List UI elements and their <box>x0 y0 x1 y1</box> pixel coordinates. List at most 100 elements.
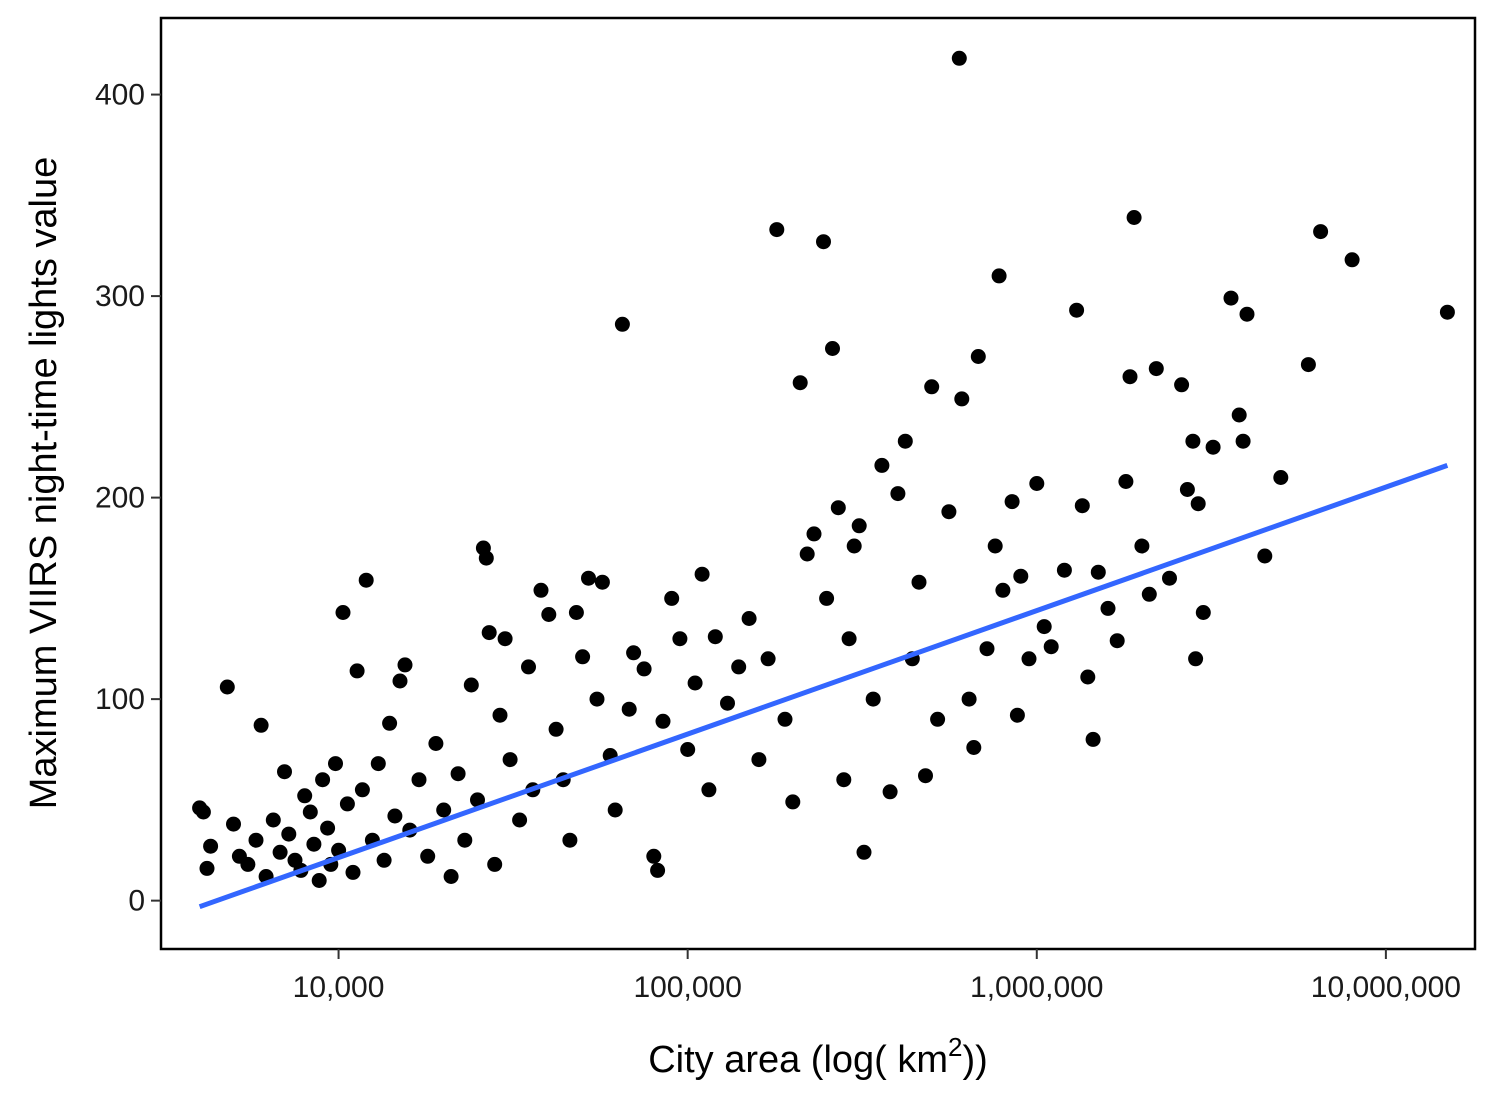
data-point <box>941 504 957 520</box>
data-point <box>594 574 610 590</box>
data-point <box>199 860 215 876</box>
data-point <box>846 538 862 554</box>
data-point <box>443 869 459 884</box>
data-point <box>541 607 557 622</box>
data-point <box>882 784 898 800</box>
data-point <box>720 695 735 711</box>
data-point <box>607 802 623 818</box>
data-point <box>1141 586 1157 602</box>
data-point <box>741 611 757 626</box>
data-point <box>626 645 642 661</box>
data-point <box>521 659 536 675</box>
data-point <box>470 792 485 808</box>
y-tick-label: 200 <box>95 482 145 515</box>
data-point <box>1056 562 1072 578</box>
data-point <box>478 550 494 566</box>
data-point <box>777 711 793 727</box>
data-point <box>785 794 801 810</box>
data-point <box>1174 377 1190 393</box>
data-point <box>589 691 605 707</box>
y-tick-label: 100 <box>95 683 145 716</box>
x-axis-title-suffix: )) <box>963 1039 988 1081</box>
data-point <box>961 691 977 707</box>
data-point <box>621 701 637 717</box>
data-point <box>1021 651 1037 667</box>
data-point <box>672 631 688 647</box>
data-point <box>1029 476 1045 491</box>
data-point <box>769 222 785 238</box>
data-point <box>487 856 503 872</box>
data-point <box>428 736 444 751</box>
data-point <box>277 764 292 780</box>
data-point <box>792 375 808 391</box>
data-point <box>411 772 427 788</box>
data-point <box>315 772 331 788</box>
data-point <box>219 679 235 695</box>
data-point <box>636 661 652 677</box>
data-point <box>890 486 906 502</box>
data-point <box>851 518 867 534</box>
data-point <box>272 844 288 860</box>
data-point <box>707 629 723 645</box>
x-tick-label: 10,000,000 <box>1311 971 1461 1004</box>
data-point <box>687 675 703 691</box>
data-point <box>1148 361 1164 377</box>
data-point <box>1257 548 1273 564</box>
data-point <box>492 707 508 723</box>
data-point <box>701 782 717 798</box>
y-axis: 0 100 200 300 400 <box>95 79 161 918</box>
data-point <box>1205 439 1221 455</box>
data-point <box>646 848 662 864</box>
x-tick-label: 100,000 <box>633 971 741 1004</box>
data-point <box>502 752 518 768</box>
data-point <box>918 768 933 784</box>
data-point <box>195 804 211 820</box>
data-point <box>420 848 436 864</box>
data-point <box>650 862 666 878</box>
data-point <box>562 832 578 848</box>
data-point <box>991 268 1007 284</box>
data-point <box>856 844 872 860</box>
data-point <box>302 804 318 820</box>
data-point <box>376 852 392 868</box>
data-point <box>297 788 313 804</box>
data-point <box>497 631 513 647</box>
data-point <box>1195 605 1211 620</box>
data-point <box>345 864 361 880</box>
data-point <box>806 526 822 542</box>
data-point <box>816 234 831 250</box>
data-point <box>924 379 940 395</box>
data-point <box>1344 252 1360 268</box>
data-point <box>512 812 528 828</box>
trend-line <box>198 463 1449 910</box>
y-tick-label: 300 <box>95 280 145 313</box>
data-point <box>387 808 403 824</box>
data-point <box>655 713 671 729</box>
x-tick-label: 10,000 <box>293 971 385 1004</box>
data-point <box>382 715 398 731</box>
data-point <box>1085 731 1101 747</box>
data-point <box>897 433 913 449</box>
data-point <box>874 457 890 473</box>
data-point <box>397 657 413 673</box>
data-point <box>1185 433 1201 449</box>
data-point <box>979 641 995 657</box>
data-point <box>1239 306 1255 322</box>
data-point <box>1190 496 1206 512</box>
data-point <box>825 341 840 356</box>
data-point <box>731 659 747 675</box>
data-point <box>1043 639 1059 655</box>
data-point <box>349 663 365 679</box>
data-point <box>1100 600 1116 616</box>
data-point <box>799 546 815 562</box>
data-point <box>1313 224 1329 240</box>
data-point <box>354 782 370 798</box>
data-point <box>614 316 630 332</box>
data-point <box>253 717 269 733</box>
data-point <box>1162 570 1177 586</box>
data-point <box>987 538 1003 554</box>
data-point <box>1004 494 1020 510</box>
data-point <box>320 820 336 836</box>
data-point <box>830 500 846 516</box>
